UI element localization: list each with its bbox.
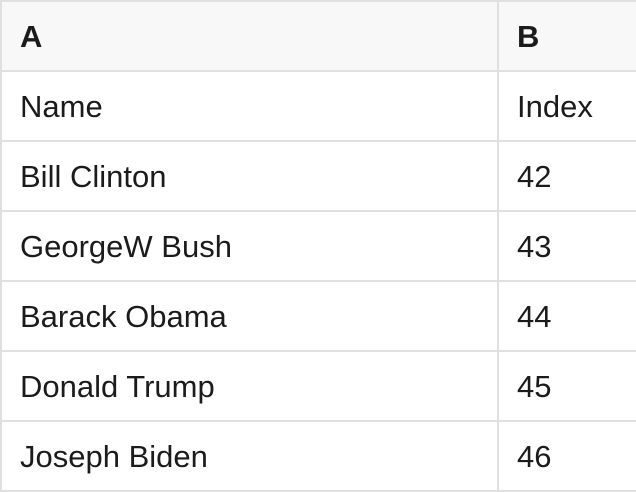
table-cell[interactable]: Barack Obama xyxy=(0,280,499,352)
table-cell[interactable]: 42 xyxy=(497,140,636,212)
table-row: Joseph Biden 46 xyxy=(0,420,636,492)
table-cell[interactable]: 46 xyxy=(497,420,636,492)
table-cell[interactable]: 43 xyxy=(497,210,636,282)
table-cell[interactable]: GeorgeW Bush xyxy=(0,210,499,282)
column-header-b[interactable]: B xyxy=(497,0,636,72)
table-row: Name Index xyxy=(0,70,636,142)
table-cell[interactable]: 44 xyxy=(497,280,636,352)
table-cell[interactable]: Donald Trump xyxy=(0,350,499,422)
table-cell[interactable]: Name xyxy=(0,70,499,142)
table-cell[interactable]: Bill Clinton xyxy=(0,140,499,212)
table-row: Barack Obama 44 xyxy=(0,280,636,352)
table-cell[interactable]: Index xyxy=(497,70,636,142)
column-header-a[interactable]: A xyxy=(0,0,499,72)
column-header-row: A B xyxy=(0,0,636,72)
table-cell[interactable]: Joseph Biden xyxy=(0,420,499,492)
table-header: A B xyxy=(0,0,636,72)
table-row: Bill Clinton 42 xyxy=(0,140,636,212)
table-row: Donald Trump 45 xyxy=(0,350,636,422)
table-body: Name Index Bill Clinton 42 GeorgeW Bush 43 Bar… xyxy=(0,70,636,492)
table-cell[interactable]: 45 xyxy=(497,350,636,422)
table-row: GeorgeW Bush 43 xyxy=(0,210,636,282)
